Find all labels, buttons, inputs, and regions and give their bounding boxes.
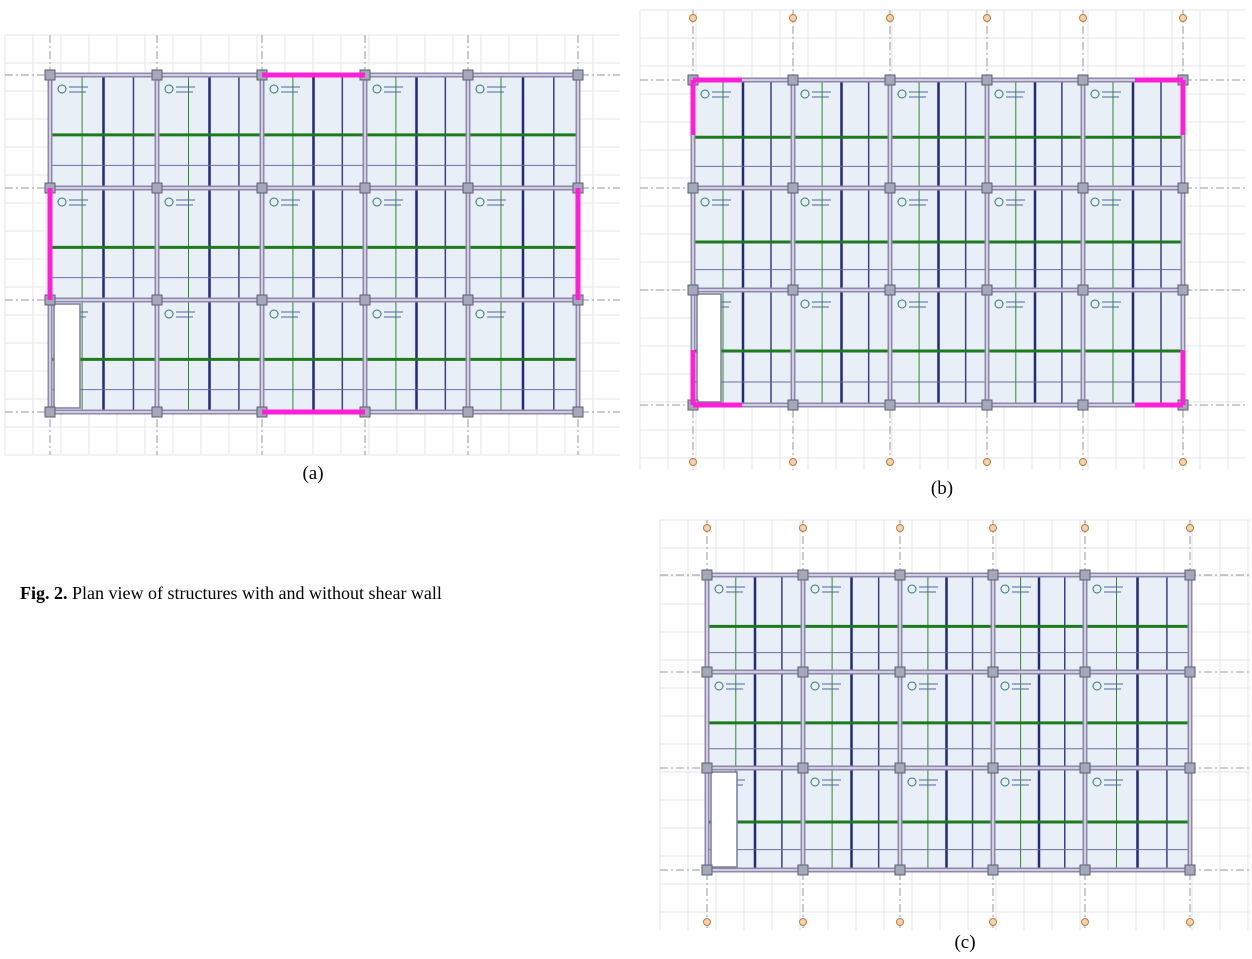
axis-bubble [1082, 919, 1089, 926]
column [702, 570, 712, 580]
column [1080, 865, 1090, 875]
column [788, 75, 798, 85]
axis-bubble [800, 919, 807, 926]
column [895, 570, 905, 580]
axis-bubble [1180, 459, 1187, 466]
column [463, 183, 473, 193]
column [982, 400, 992, 410]
axis-bubble [887, 459, 894, 466]
column [988, 763, 998, 773]
axis-bubble [704, 919, 711, 926]
axis-bubble [790, 459, 797, 466]
figure-page: (a) (b) (c) Fig. 2. Plan view of structu… [0, 0, 1252, 959]
axis-bubble [984, 459, 991, 466]
column [1078, 183, 1088, 193]
axis-bubble [690, 459, 697, 466]
column [982, 183, 992, 193]
column [895, 667, 905, 677]
axis-bubble [990, 919, 997, 926]
column [688, 285, 698, 295]
column [988, 570, 998, 580]
column [463, 70, 473, 80]
column [573, 407, 583, 417]
column [152, 183, 162, 193]
column [1185, 570, 1195, 580]
column [982, 75, 992, 85]
axis-bubble [1080, 15, 1087, 22]
column [702, 763, 712, 773]
axis-bubble [897, 919, 904, 926]
column [573, 70, 583, 80]
axis-bubble [690, 15, 697, 22]
column [788, 183, 798, 193]
axis-bubble [1080, 459, 1087, 466]
column [798, 865, 808, 875]
axis-bubble [1082, 525, 1089, 532]
column [257, 295, 267, 305]
column [895, 865, 905, 875]
column [788, 285, 798, 295]
panel-label: (c) [954, 932, 975, 954]
column [45, 70, 55, 80]
caption: Fig. 2. Plan view of structures with and… [20, 580, 540, 607]
caption-text: Plan view of structures with and without… [72, 583, 442, 603]
column [885, 183, 895, 193]
axis-bubble [1187, 919, 1194, 926]
column [988, 865, 998, 875]
column [1185, 667, 1195, 677]
plan-drawings [0, 0, 1252, 959]
column [1178, 183, 1188, 193]
column [1185, 763, 1195, 773]
column [152, 407, 162, 417]
column [788, 400, 798, 410]
column [463, 407, 473, 417]
column [885, 400, 895, 410]
column [798, 570, 808, 580]
opening [697, 294, 721, 402]
column [1078, 285, 1088, 295]
column [982, 285, 992, 295]
column [1185, 865, 1195, 875]
column [688, 183, 698, 193]
caption-label: Fig. 2. [20, 583, 68, 603]
column [1078, 75, 1088, 85]
column [885, 285, 895, 295]
column [463, 295, 473, 305]
column [45, 407, 55, 417]
column [988, 667, 998, 677]
column [1080, 570, 1090, 580]
column [152, 295, 162, 305]
axis-bubble [897, 525, 904, 532]
panel-label: (b) [931, 478, 953, 500]
column [1078, 400, 1088, 410]
column [257, 183, 267, 193]
column [798, 667, 808, 677]
axis-bubble [704, 525, 711, 532]
column [895, 763, 905, 773]
axis-bubble [984, 15, 991, 22]
axis-bubble [800, 525, 807, 532]
axis-bubble [1187, 525, 1194, 532]
column [152, 70, 162, 80]
column [885, 75, 895, 85]
column [1178, 285, 1188, 295]
column [360, 183, 370, 193]
column [1080, 667, 1090, 677]
opening [711, 772, 737, 867]
panel-label: (a) [302, 463, 323, 485]
axis-bubble [790, 15, 797, 22]
column [1080, 763, 1090, 773]
axis-bubble [887, 15, 894, 22]
column [360, 295, 370, 305]
opening [54, 304, 80, 408]
column [702, 865, 712, 875]
axis-bubble [1180, 15, 1187, 22]
column [798, 763, 808, 773]
axis-bubble [990, 525, 997, 532]
column [702, 667, 712, 677]
